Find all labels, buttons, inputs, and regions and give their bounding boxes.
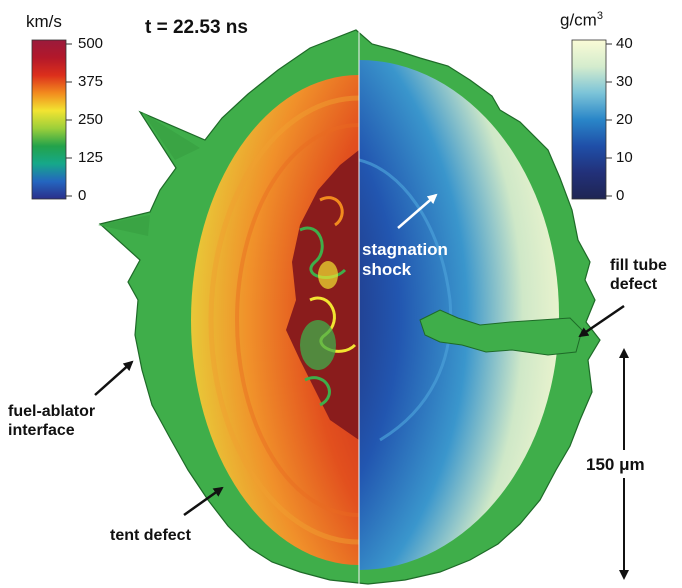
velocity-unit: km/s — [26, 12, 62, 31]
velocity-tick-label: 375 — [78, 73, 104, 90]
fuel-ablator-label-line2: interface — [8, 422, 75, 439]
core-swirl — [304, 376, 331, 407]
stagnation-arrow — [397, 193, 438, 229]
fill-tube-defect-shape — [419, 309, 583, 356]
core-region — [286, 150, 359, 440]
density-unit-base: g/cm — [560, 10, 597, 30]
core-swirl — [319, 196, 344, 227]
time-title: t = 22.53 ns — [145, 17, 248, 38]
velocity-colorbar-fill — [31, 39, 67, 200]
fill-tube-defect-label: fill tube defect — [610, 256, 667, 294]
velocity-tick-label: 500 — [78, 35, 104, 52]
ablator-spike — [98, 215, 150, 236]
fuel-ablator-label-line1: fuel-ablator — [8, 403, 96, 420]
velocity-colorbar — [31, 39, 72, 200]
tent-defect-arrow — [183, 486, 224, 517]
density-tick-label: 10 — [616, 149, 633, 166]
fill-tube-label-line2: defect — [610, 276, 658, 293]
density-unit-exponent: 3 — [596, 10, 603, 22]
fill-tube-arrow — [578, 304, 625, 338]
velocity-tick-label: 125 — [78, 149, 104, 166]
ablator-spike — [142, 112, 200, 160]
density-field — [359, 60, 559, 570]
velocity-half — [191, 75, 359, 565]
density-tick-label: 40 — [616, 35, 633, 52]
density-half — [359, 60, 583, 570]
core-green-blob — [300, 320, 336, 370]
stagnation-shock-label: stagnation shock — [362, 240, 448, 280]
shock-front — [359, 158, 453, 442]
density-unit: g/cm3 — [560, 10, 603, 31]
density-colorbar-fill — [571, 39, 607, 200]
density-colorbar — [571, 39, 612, 200]
fuel-ablator-arrow — [94, 360, 134, 396]
velocity-colorbar-ticks — [66, 43, 72, 197]
velocity-band — [235, 123, 359, 517]
stagnation-label-line2: shock — [362, 260, 412, 279]
scale-bar-label: 150 μm — [586, 455, 645, 474]
density-tick-label: 30 — [616, 73, 633, 90]
density-tick-label: 0 — [616, 187, 625, 204]
fuel-ablator-interface-label: fuel-ablator interface — [8, 402, 95, 440]
density-colorbar-ticks — [606, 43, 612, 197]
velocity-tick-label: 0 — [78, 187, 87, 204]
stagnation-label-line1: stagnation — [362, 240, 448, 259]
density-tick-label: 20 — [616, 111, 633, 128]
turbulent-core — [286, 150, 359, 440]
fill-tube-label-line1: fill tube — [610, 257, 667, 274]
velocity-band — [208, 95, 359, 545]
tent-defect-label: tent defect — [110, 527, 191, 544]
core-yellow-blob — [318, 261, 338, 289]
velocity-tick-label: 250 — [78, 111, 104, 128]
